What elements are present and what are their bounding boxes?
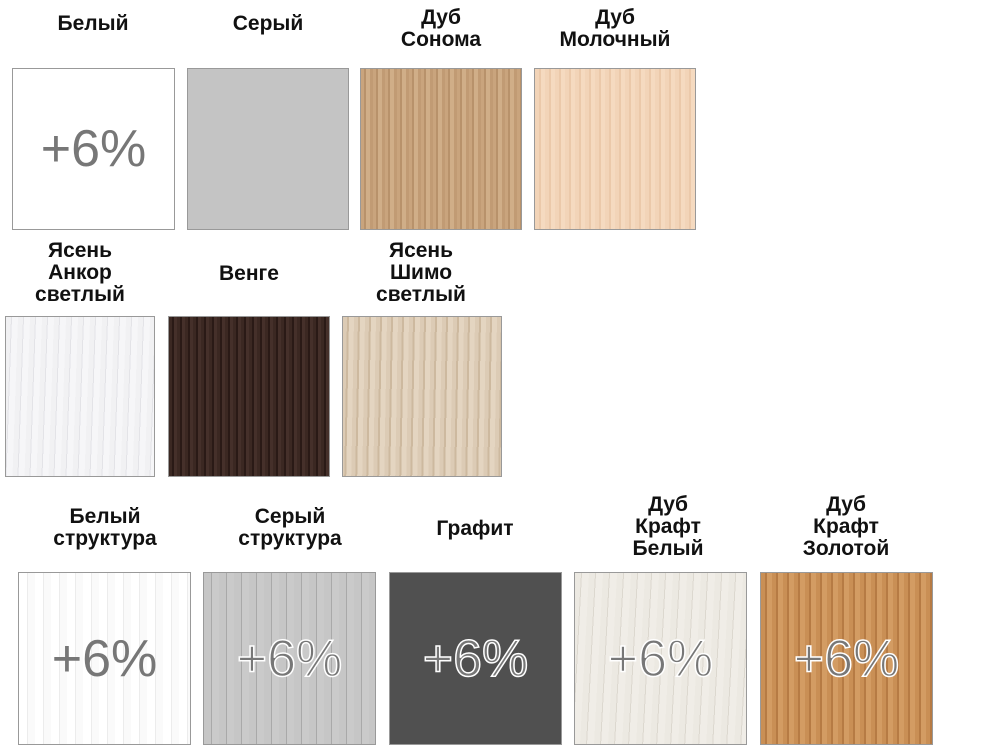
swatch-white[interactable]: +6% bbox=[12, 68, 175, 230]
swatch-label-ash-ankor: Ясень Анкор светлый bbox=[35, 239, 125, 306]
swatch-ash-ankor[interactable] bbox=[5, 316, 155, 477]
swatch-label-oak-milk: Дуб Молочный bbox=[559, 6, 671, 51]
surcharge-badge: +6% bbox=[51, 629, 158, 688]
swatch-wenge[interactable] bbox=[168, 316, 330, 477]
swatch-label-grey: Серый bbox=[232, 12, 304, 35]
swatch-oak-kraft-white[interactable]: +6% bbox=[574, 572, 747, 745]
swatch-label-white: Белый bbox=[57, 12, 129, 35]
swatch-grey-structure[interactable]: +6% bbox=[203, 572, 376, 745]
surcharge-badge: +6% bbox=[422, 629, 529, 689]
swatch-white-structure[interactable]: +6% bbox=[18, 572, 191, 745]
swatch-grey[interactable] bbox=[187, 68, 349, 230]
swatch-label-grey-structure: Серый структура bbox=[238, 505, 342, 550]
swatch-label-oak-kraft-white: Дуб Крафт Белый bbox=[632, 493, 704, 560]
swatch-oak-milk[interactable] bbox=[534, 68, 696, 230]
swatch-label-oak-kraft-gold: Дуб Крафт Золотой bbox=[802, 493, 890, 560]
surcharge-badge: +6% bbox=[40, 120, 147, 178]
surcharge-badge: +6% bbox=[607, 629, 714, 689]
swatch-label-oak-sonoma: Дуб Сонома bbox=[400, 6, 482, 51]
swatch-oak-sonoma[interactable] bbox=[360, 68, 522, 230]
swatch-label-white-structure: Белый структура bbox=[53, 505, 157, 550]
swatch-ash-shimo[interactable] bbox=[342, 316, 502, 477]
swatch-graphite[interactable]: +6% bbox=[389, 572, 562, 745]
surcharge-badge: +6% bbox=[793, 629, 900, 689]
surcharge-badge: +6% bbox=[236, 629, 343, 689]
swatch-label-graphite: Графит bbox=[436, 517, 514, 540]
swatch-label-ash-shimo: Ясень Шимо светлый bbox=[376, 239, 466, 306]
swatch-label-wenge: Венге bbox=[219, 262, 279, 285]
swatch-oak-kraft-gold[interactable]: +6% bbox=[760, 572, 933, 745]
